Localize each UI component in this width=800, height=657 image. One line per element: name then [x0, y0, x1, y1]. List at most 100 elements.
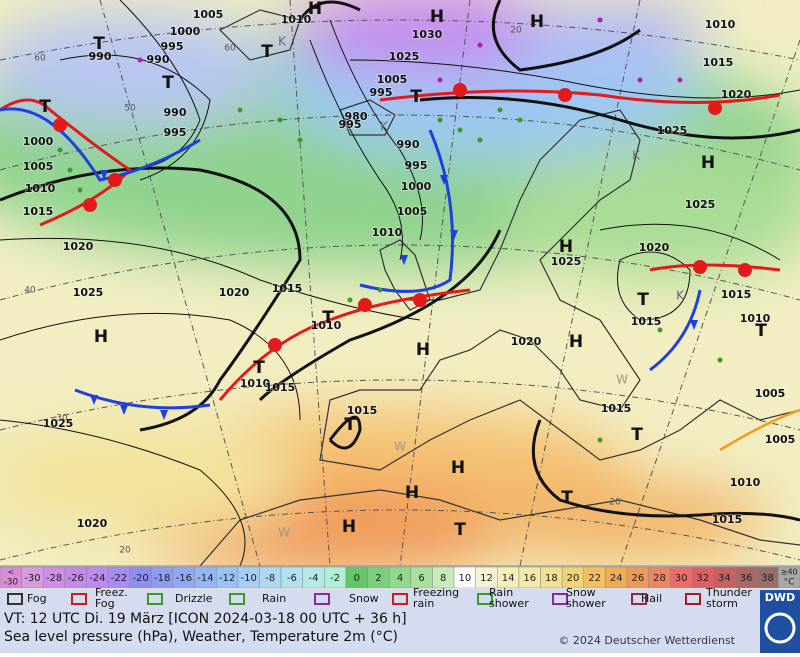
scale-label: -20 [132, 573, 148, 584]
pressure-system: H [701, 153, 715, 173]
pressure-system: T [344, 415, 356, 435]
pressure-label: 1010 [740, 312, 771, 325]
graticule-label: 60 [224, 44, 236, 54]
pressure-label: 990 [89, 50, 112, 63]
pressure-label: 1000 [23, 135, 54, 148]
pressure-system: T [755, 321, 767, 341]
pressure-system: T [93, 34, 105, 54]
legend-label: shower [566, 597, 606, 610]
pressure-label: 995 [339, 118, 362, 131]
scale-label: 38 [761, 573, 774, 584]
scale-label: -8 [265, 573, 275, 584]
legend-icon [552, 593, 568, 605]
scale-label: 16 [523, 573, 536, 584]
pressure-label: 1020 [63, 240, 94, 253]
valid-time: VT: 12 UTC Di. 19 März [ICON 2024-03-18 … [4, 611, 407, 627]
pressure-label: 1020 [721, 88, 752, 101]
pressure-system: T [631, 425, 643, 445]
pressure-label: 1020 [77, 517, 108, 530]
scale-label: -2 [330, 573, 340, 584]
pressure-system: H [416, 340, 430, 360]
scale-label: °C [784, 578, 795, 588]
graticule-label: 60 [34, 54, 46, 64]
pressure-label: 1025 [685, 198, 716, 211]
pressure-label: 995 [405, 159, 428, 172]
pressure-label: 1020 [639, 241, 670, 254]
scale-label: 20 [567, 573, 580, 584]
legend-icon [147, 593, 163, 605]
pressure-label: 1025 [389, 50, 420, 63]
warm-mark: W [278, 526, 290, 540]
scale-label: 36 [740, 573, 753, 584]
legend-label: Rain [262, 592, 286, 605]
legend-icon [71, 593, 87, 605]
pressure-label: 995 [164, 126, 187, 139]
pressure-label: 1030 [412, 28, 443, 41]
scale-label: 2 [375, 573, 381, 584]
pressure-label: 1005 [377, 73, 408, 86]
graticule-label: 20 [609, 498, 621, 508]
scale-label: 0 [354, 573, 360, 584]
pressure-label: 1015 [265, 381, 296, 394]
graticule-label: 30 [56, 414, 68, 424]
scale-label: -26 [68, 573, 84, 584]
scale-label: -24 [89, 573, 105, 584]
pressure-label: 1015 [703, 56, 734, 69]
scale-label: 28 [653, 573, 666, 584]
pressure-label: 1005 [397, 205, 428, 218]
pressure-label: 1010 [372, 226, 403, 239]
copyright: © 2024 Deutscher Wetterdienst [558, 634, 735, 647]
graticule-label: 50 [124, 104, 136, 114]
legend-label: Fog [27, 592, 47, 605]
pressure-label: 1025 [43, 417, 74, 430]
graticule-label: 20 [119, 546, 131, 556]
legend-icon [229, 593, 245, 605]
scale-label: -12 [219, 573, 235, 584]
scale-label: 10 [458, 573, 471, 584]
map [0, 0, 800, 566]
pressure-system: T [410, 87, 422, 107]
pressure-label: 1015 [631, 315, 662, 328]
legend-label: Freez. [95, 586, 128, 599]
scale-label: 6 [418, 573, 424, 584]
cold-pool-mark: K [632, 149, 641, 163]
pressure-system: H [430, 7, 444, 27]
dwd-logo-swirl [764, 612, 796, 644]
graticule-label: 40 [24, 286, 36, 296]
pressure-label: 1000 [401, 180, 432, 193]
pressure-label: 1005 [765, 433, 796, 446]
legend-label: Drizzle [175, 592, 213, 605]
pressure-label: 1000 [170, 25, 201, 38]
pressure-label: 1025 [657, 124, 688, 137]
scale-label: -4 [309, 573, 319, 584]
pressure-label: 1005 [755, 387, 786, 400]
pressure-label: 980 [345, 110, 368, 123]
pressure-system: T [454, 520, 466, 540]
pressure-label: 1015 [601, 402, 632, 415]
weather-legend: Fog Freez.Fog Drizzle Rain Snow FreezingrainR… [7, 586, 752, 610]
pressure-label: 990 [397, 138, 420, 151]
fronts [0, 83, 800, 452]
scale-label: 8 [440, 573, 446, 584]
pressure-label: 1025 [551, 255, 582, 268]
legend-icon [631, 593, 647, 605]
pressure-label: 995 [370, 86, 393, 99]
pressure-system: T [261, 42, 273, 62]
pressure-label: 1015 [721, 288, 752, 301]
scale-label: 24 [610, 573, 623, 584]
scale-label: -10 [240, 573, 256, 584]
legend-label: shower [489, 597, 529, 610]
scale-label: 22 [588, 573, 601, 584]
legend-icon [685, 593, 701, 605]
temperature-scale: <-30 -30 -28 -26 -24 -22 -20 -18 -16 -14 -12 -10 -8-… [0, 566, 800, 589]
pressure-system: T [253, 358, 265, 378]
scale-label: 30 [675, 573, 688, 584]
pressure-system: T [39, 97, 51, 117]
pressure-system: H [94, 327, 108, 347]
pressure-label: 1010 [281, 13, 312, 26]
pressure-system: T [162, 73, 174, 93]
pressure-label: 1010 [730, 476, 761, 489]
legend-label: Thunder [705, 586, 752, 599]
legend-label: Snow [349, 592, 379, 605]
pressure-label: 1010 [240, 377, 271, 390]
